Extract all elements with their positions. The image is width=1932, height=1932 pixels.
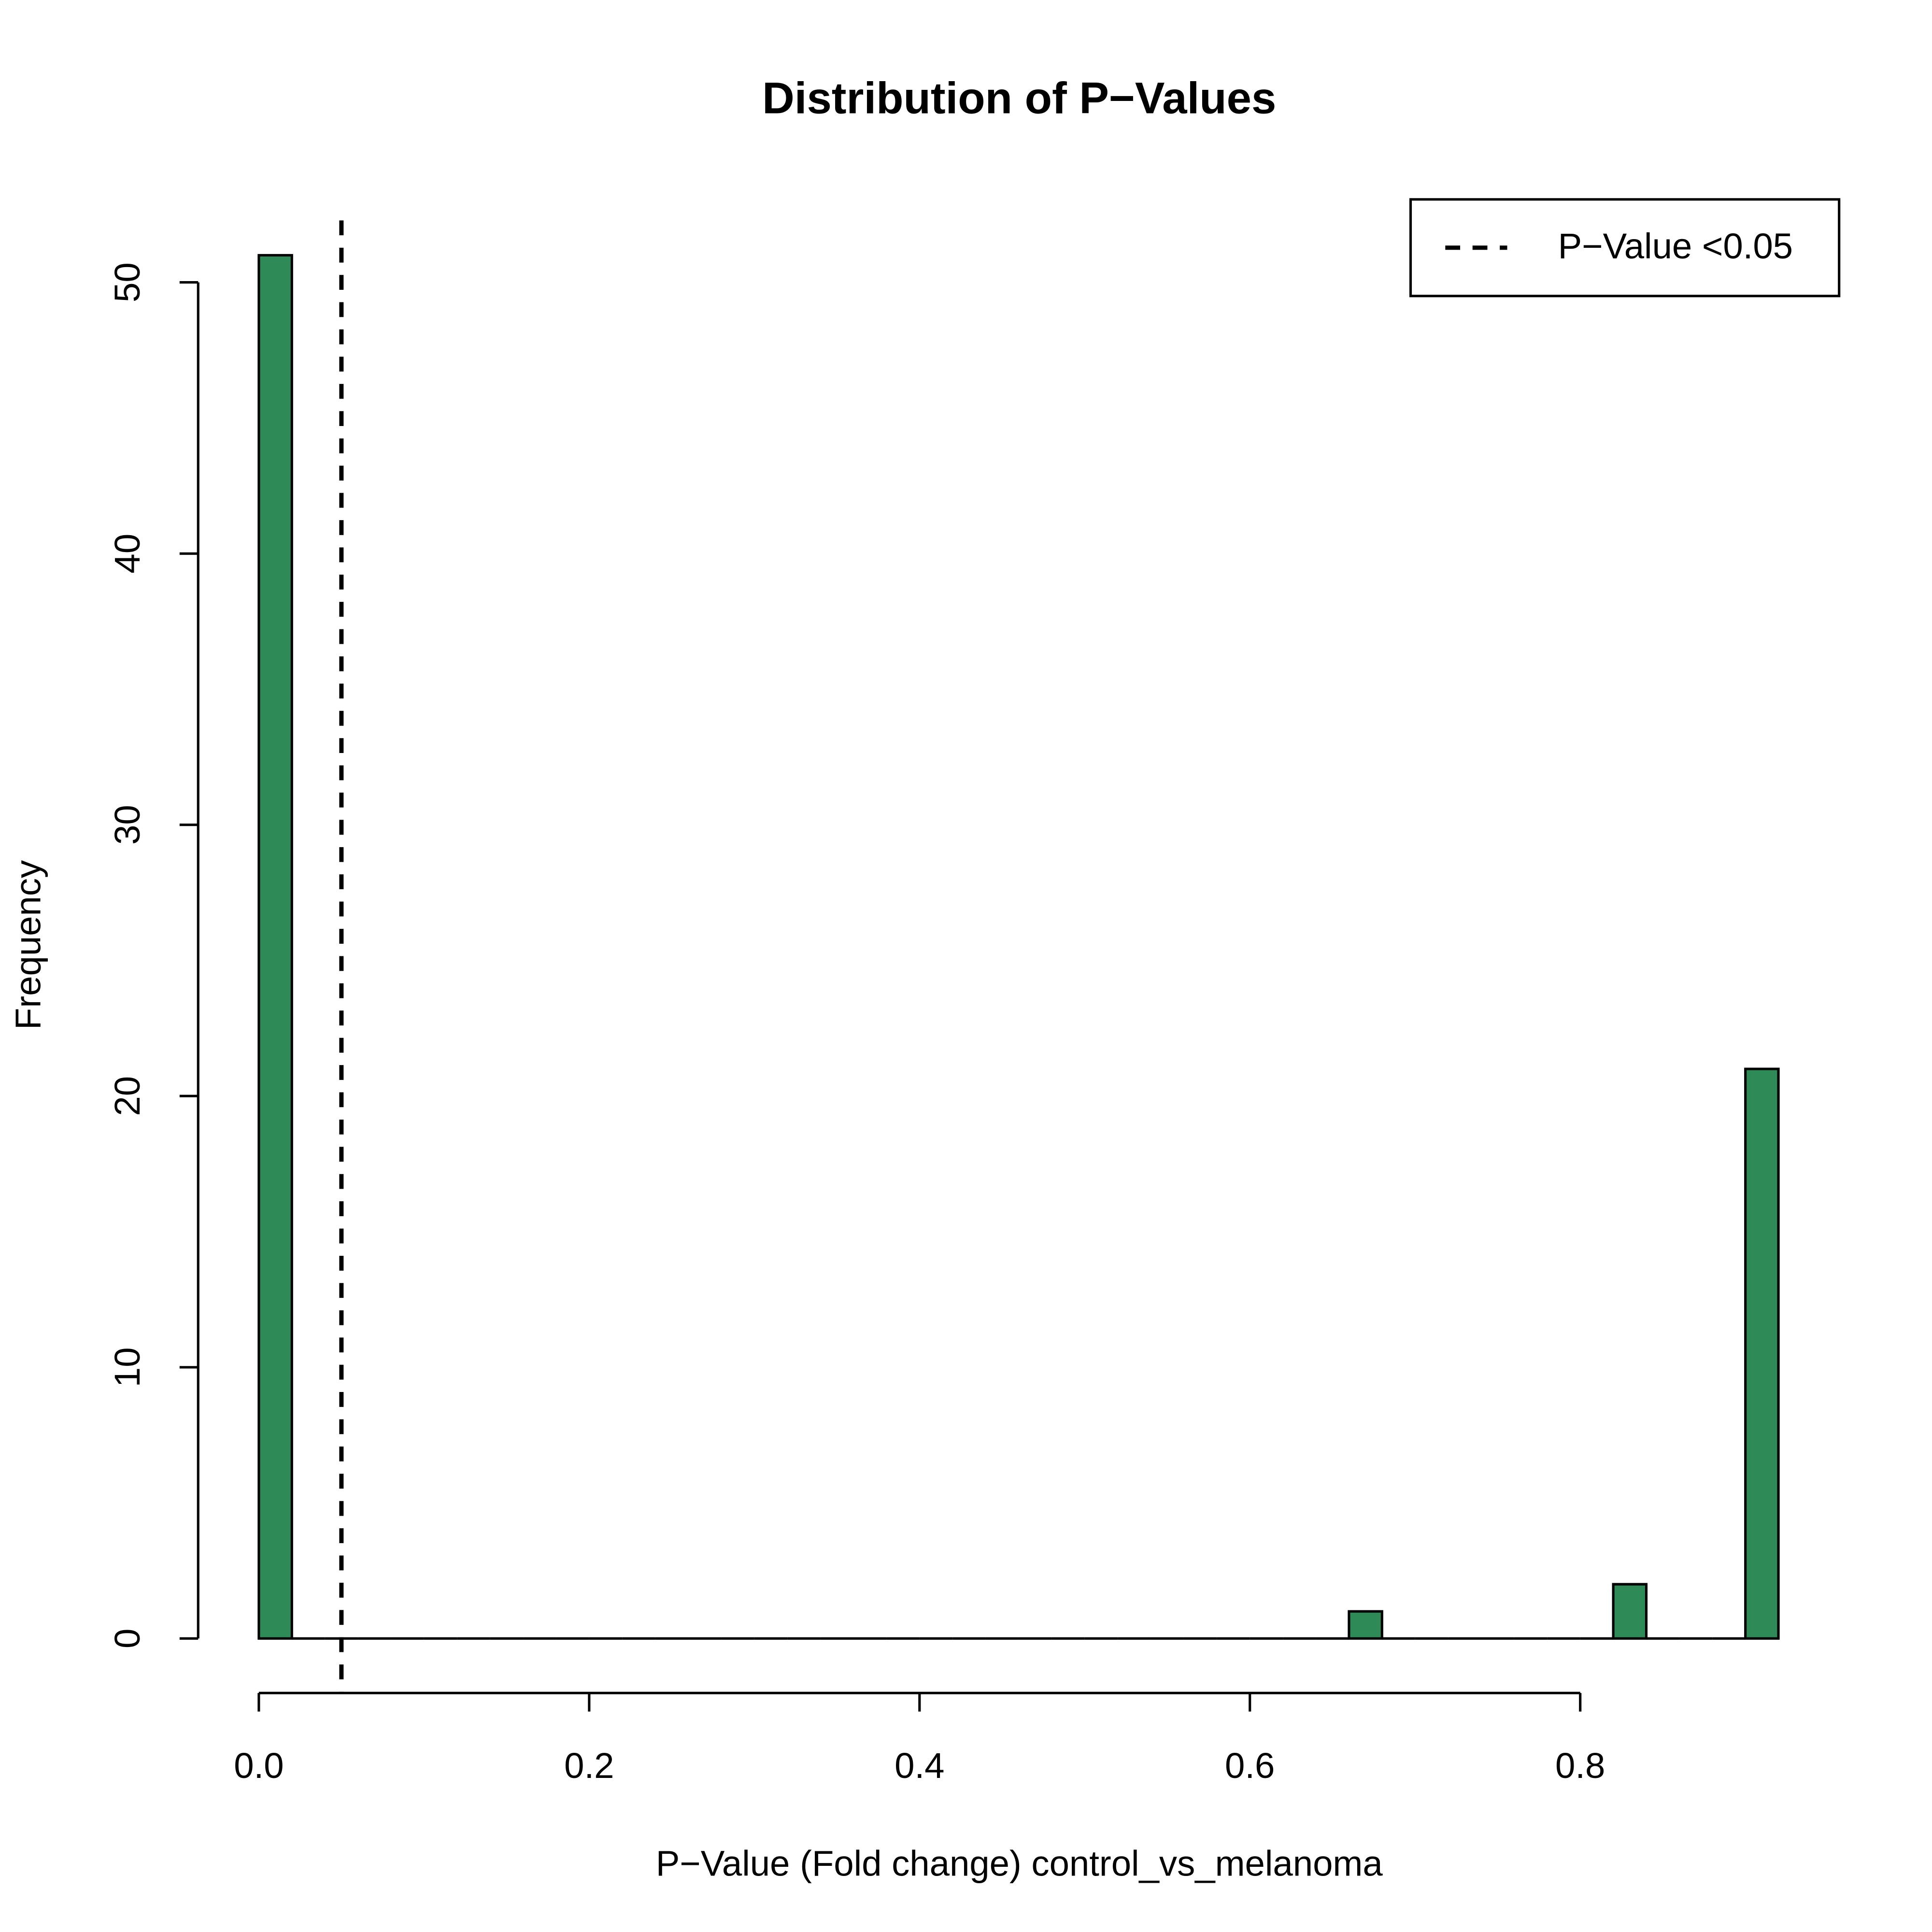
- x-tick-label: 0.6: [1225, 1746, 1275, 1786]
- y-tick-label: 10: [107, 1347, 147, 1387]
- bar: [257, 254, 293, 1640]
- bar: [1612, 1583, 1648, 1640]
- x-tick-label: 0.4: [895, 1746, 944, 1786]
- y-tick-label: 50: [107, 262, 147, 302]
- bar: [1744, 1067, 1780, 1640]
- y-tick-label: 30: [107, 805, 147, 845]
- y-tick-label: 0: [107, 1629, 147, 1648]
- x-tick-label: 0.2: [564, 1746, 614, 1786]
- chart-title: Distribution of P−Values: [762, 73, 1276, 123]
- y-tick-label: 20: [107, 1076, 147, 1116]
- bar: [1348, 1610, 1383, 1640]
- x-tick-label: 0.8: [1555, 1746, 1605, 1786]
- y-tick-label: 40: [107, 534, 147, 574]
- y-axis-label: Frequency: [8, 860, 48, 1030]
- legend-label: P−Value <0.05: [1558, 226, 1793, 266]
- x-axis-label: P−Value (Fold change) control_vs_melanom…: [656, 1844, 1383, 1884]
- x-tick-label: 0.0: [234, 1746, 284, 1786]
